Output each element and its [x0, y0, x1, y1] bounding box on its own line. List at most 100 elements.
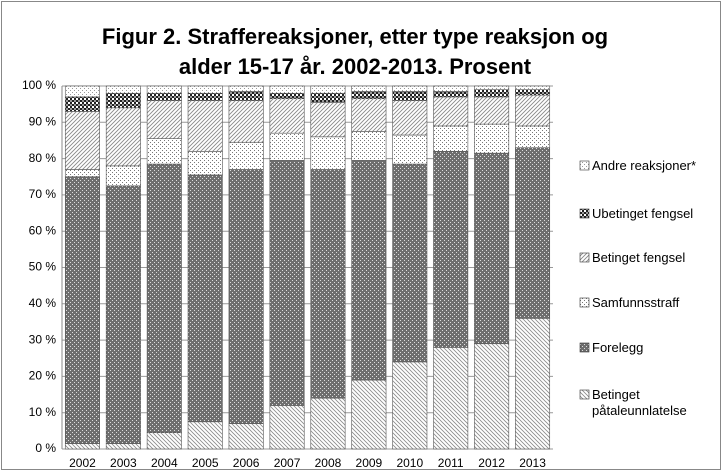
bar-segment — [310, 92, 346, 103]
bar-segment — [105, 92, 141, 109]
legend-label: Andre reaksjoner* — [592, 158, 697, 173]
bar-segment — [269, 160, 305, 406]
bar-segment — [64, 111, 100, 170]
legend-label: Samfunnsstraff — [592, 295, 680, 310]
bar-segment — [433, 85, 469, 92]
bar-segment — [64, 176, 100, 444]
bar-segment — [433, 96, 469, 127]
bar-segment — [474, 96, 510, 125]
bar-segment — [351, 160, 387, 381]
bar-segment — [269, 98, 305, 134]
y-tick-label: 80 % — [29, 151, 57, 165]
bar-segment — [228, 91, 264, 101]
bar-segment — [310, 169, 346, 399]
bar-segment — [474, 85, 510, 90]
x-tick-label: 2011 — [438, 456, 464, 470]
bar-segment — [351, 379, 387, 450]
y-tick-label: 0 % — [35, 441, 56, 455]
y-tick-label: 10 % — [29, 405, 57, 419]
bar-segment — [187, 174, 223, 423]
bar-segment — [433, 91, 469, 98]
legend-label: Betinget påtaleunnlatelse — [592, 387, 687, 418]
bar-segment — [228, 100, 264, 143]
bar-segment — [105, 85, 141, 94]
bar-segment — [187, 100, 223, 152]
x-tick-label: 2010 — [396, 456, 423, 470]
bar-segment — [351, 131, 387, 161]
x-tick-label: 2007 — [274, 456, 301, 470]
legend-swatch — [579, 297, 590, 308]
bar-segment — [515, 85, 551, 90]
bar-segment — [474, 152, 510, 345]
bar-segment — [228, 169, 264, 424]
bar-segment — [474, 343, 510, 450]
bar-segment — [187, 85, 223, 94]
x-tick-label: 2009 — [356, 456, 383, 470]
bar-segment — [105, 185, 141, 444]
bar-segment — [310, 102, 346, 138]
x-tick-label: 2005 — [192, 456, 219, 470]
bar-segment — [515, 318, 551, 450]
x-tick-label: 2012 — [478, 456, 505, 470]
legend-label: Ubetinget fengsel — [592, 206, 694, 221]
bar-segment — [351, 91, 387, 100]
bar-segment — [64, 96, 100, 112]
bar-segment — [228, 141, 264, 170]
bar-segment — [105, 165, 141, 187]
x-tick-label: 2013 — [519, 456, 546, 470]
bar-segment — [392, 163, 428, 363]
bar-segment — [515, 125, 551, 149]
bar-segment — [146, 432, 182, 450]
bar-segment — [146, 138, 182, 165]
bar-segment — [433, 347, 469, 450]
bar-segment — [310, 397, 346, 450]
bar-segment — [187, 151, 223, 176]
bar-segment — [310, 136, 346, 170]
chart-title: Figur 2. Straffereaksjoner, etter type r… — [101, 24, 609, 79]
y-tick-label: 100 % — [22, 78, 56, 92]
bar-segment — [105, 443, 141, 450]
bar-segment — [474, 123, 510, 154]
bar-segment — [146, 92, 182, 101]
legend-swatch — [579, 160, 590, 171]
y-tick-label: 90 % — [29, 114, 57, 128]
bar-segment — [187, 92, 223, 101]
bar-segment — [433, 151, 469, 348]
x-tick-label: 2006 — [233, 456, 260, 470]
bar-segment — [310, 85, 346, 94]
legend-label: Betinget fengsel — [592, 250, 686, 265]
bar-segment — [351, 98, 387, 132]
legend-label: Forelegg — [592, 340, 644, 355]
y-tick-label: 60 % — [29, 223, 57, 237]
bar-segment — [105, 107, 141, 167]
bar-segment — [228, 85, 264, 92]
bar-segment — [433, 125, 469, 152]
bar-segment — [392, 100, 428, 136]
bar-segment — [269, 92, 305, 100]
y-tick-label: 30 % — [29, 332, 57, 346]
bar-segment — [64, 169, 100, 178]
legend-swatch — [579, 389, 590, 400]
legend-swatch — [579, 208, 590, 219]
x-tick-label: 2008 — [315, 456, 342, 470]
bar-segment — [269, 85, 305, 94]
legend-swatch — [579, 342, 590, 353]
y-tick-label: 20 % — [29, 369, 57, 383]
bar-segment — [392, 361, 428, 450]
bar-segment — [392, 85, 428, 92]
bar-segment — [146, 85, 182, 94]
legend-swatch — [579, 252, 590, 263]
y-tick-label: 50 % — [29, 260, 57, 274]
bar-segment — [269, 405, 305, 450]
x-tick-label: 2004 — [151, 456, 178, 470]
bar-segment — [515, 147, 551, 319]
bar-segment — [392, 91, 428, 101]
bar-segment — [351, 85, 387, 92]
bar-segment — [187, 421, 223, 450]
bar-segment — [64, 85, 100, 98]
bar-segment — [228, 423, 264, 450]
y-tick-label: 70 % — [29, 187, 57, 201]
